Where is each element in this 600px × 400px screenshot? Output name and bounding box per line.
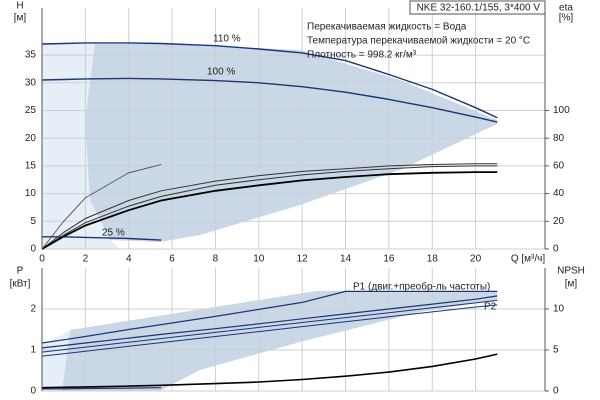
curve	[41, 171, 498, 250]
chart-title: NKE 32-160.1/155, 3*400 V	[417, 3, 541, 14]
y2-tick-label: 80	[553, 133, 565, 144]
range-shade-light	[42, 44, 120, 249]
y-axis-label: P	[17, 266, 24, 277]
y2-tick-label: 10	[553, 304, 565, 315]
x-tick-label: 10	[253, 254, 265, 265]
x-tick-label: 4	[126, 254, 132, 265]
curve	[41, 164, 162, 250]
curve-label: 100 %	[207, 67, 235, 78]
y-tick-label: 0	[30, 386, 36, 397]
x-axis-label: Q [м³/ч]	[511, 254, 546, 265]
curve	[41, 353, 498, 389]
y2-tick-label: 60	[553, 161, 565, 172]
x-tick-label: 18	[427, 254, 439, 265]
range-shade	[85, 44, 497, 242]
curve	[42, 387, 162, 390]
x-tick-label: 12	[297, 254, 309, 265]
curve	[41, 299, 498, 353]
y-tick-label: 1	[30, 345, 36, 356]
y2-axis-unit: [м]	[565, 279, 578, 290]
curve	[42, 236, 162, 241]
x-tick-label: 20	[470, 254, 482, 265]
annotation: Температура перекачиваемой жидкости = 20…	[307, 36, 530, 47]
y2-tick-label: 0	[553, 244, 559, 255]
curve	[41, 77, 498, 123]
y-tick-label: 5	[30, 216, 36, 227]
y2-tick-label: 20	[553, 216, 565, 227]
y-tick-label: 15	[25, 161, 37, 172]
annotation: Плотность = 998.2 кг/м³	[307, 50, 417, 61]
y-axis-unit: [кВт]	[10, 279, 31, 290]
plot-top: 0 2 4 6 8 10 12 14 16 18 20 0 5 10 15 20 25 30 35 0 20 40 60 80…	[25, 8, 570, 265]
x-tick-label: 0	[39, 254, 45, 265]
x-tick-label: 2	[83, 254, 89, 265]
y2-tick-label: 40	[553, 188, 565, 199]
curve	[41, 42, 498, 119]
curve-label: 110 %	[213, 34, 241, 45]
curve-label: P1 (двиг.+преобр-ль частоты)	[353, 281, 490, 293]
y-tick-label: 25	[25, 105, 37, 116]
y-tick-label: 20	[25, 133, 37, 144]
y2-tick-label: 100	[553, 105, 570, 116]
y-tick-label: 0	[30, 244, 36, 255]
curve	[41, 290, 498, 344]
x-tick-label: 6	[169, 254, 175, 265]
y2-axis-label: NPSH	[557, 266, 585, 277]
y-tick-label: 10	[25, 188, 37, 199]
y-tick-label: 35	[25, 50, 37, 61]
x-tick-label: 8	[213, 254, 219, 265]
curve-label: 25 %	[102, 228, 125, 239]
plot-bottom: 0 1 2 0 5 10 P1 (двиг.+преобр-ль частоты) P2	[30, 268, 565, 397]
y2-axis-unit: [%]	[559, 13, 574, 24]
y2-axis-label: eta	[559, 3, 573, 14]
title-box	[409, 0, 546, 15]
curve	[41, 304, 498, 357]
range-shade	[62, 291, 497, 391]
y2-tick-label: 5	[553, 345, 559, 356]
curve-label: P2	[484, 302, 497, 313]
curve	[41, 165, 498, 250]
y-axis-label: H	[16, 1, 23, 12]
y-axis-unit: [м]	[14, 13, 27, 24]
curve	[41, 295, 498, 349]
y-tick-label: 30	[25, 77, 37, 88]
x-tick-label: 16	[383, 254, 395, 265]
y-tick-label: 2	[30, 304, 36, 315]
curve	[41, 163, 498, 250]
y2-tick-label: 0	[553, 386, 559, 397]
annotation: Перекачиваемая жидкость = Вода	[307, 22, 467, 33]
x-tick-label: 14	[340, 254, 352, 265]
